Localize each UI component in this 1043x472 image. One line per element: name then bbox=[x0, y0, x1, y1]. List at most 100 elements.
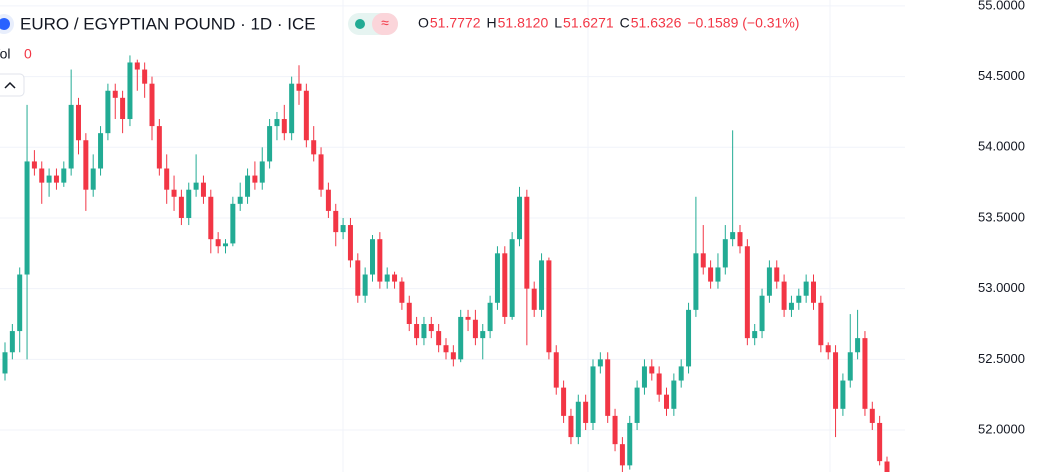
candle-body bbox=[766, 267, 772, 296]
candle-body bbox=[83, 140, 89, 190]
candle-body bbox=[634, 387, 640, 423]
candle-body bbox=[774, 267, 780, 282]
candle-body bbox=[458, 316, 464, 360]
candle-body bbox=[178, 196, 184, 218]
candle-body bbox=[333, 210, 339, 233]
candle-body bbox=[215, 239, 221, 247]
symbol-title: EURO / EGYPTIAN POUND · 1D · ICE bbox=[20, 14, 316, 33]
candle-body bbox=[877, 422, 883, 462]
candle-body bbox=[274, 119, 280, 127]
candle-body bbox=[443, 345, 449, 353]
candle-body bbox=[825, 345, 831, 353]
change-value: −0.1589 (−0.31%) bbox=[687, 15, 799, 31]
candle-body bbox=[575, 401, 581, 438]
candle-body bbox=[686, 309, 692, 367]
delay-icon: ≈ bbox=[381, 15, 389, 31]
candle-body bbox=[428, 323, 434, 332]
symbol-logo-inner bbox=[0, 18, 10, 30]
candle-body bbox=[561, 387, 567, 416]
candle-body bbox=[127, 62, 133, 120]
candle-body bbox=[318, 154, 324, 190]
candle-body bbox=[664, 394, 669, 409]
candle-body bbox=[303, 90, 309, 141]
candle-body bbox=[399, 281, 405, 303]
candle-body bbox=[487, 302, 493, 332]
candle-body bbox=[502, 253, 508, 317]
candle-body bbox=[480, 331, 486, 339]
candle-body bbox=[406, 302, 412, 324]
candle-body bbox=[524, 196, 530, 289]
delay-badge[interactable] bbox=[372, 13, 398, 35]
y-tick-label: 54.5000 bbox=[978, 68, 1025, 83]
candle-body bbox=[450, 352, 456, 360]
candle-body bbox=[340, 225, 346, 233]
candle-body bbox=[517, 196, 522, 240]
candle-body bbox=[76, 104, 81, 141]
candle-body bbox=[693, 253, 699, 310]
candle-body bbox=[737, 232, 743, 247]
candle-body bbox=[392, 274, 398, 282]
candle-body bbox=[46, 175, 52, 183]
ohlc-label: H bbox=[487, 15, 497, 31]
candle-body bbox=[149, 83, 155, 127]
candle-body bbox=[796, 295, 802, 303]
candle-body bbox=[252, 175, 258, 183]
candle-body bbox=[105, 90, 111, 134]
candle-body bbox=[472, 319, 478, 339]
candle-body bbox=[869, 408, 875, 423]
candle-body bbox=[68, 104, 74, 169]
y-tick-label: 52.0000 bbox=[978, 421, 1025, 436]
candle-body bbox=[24, 161, 30, 275]
candle-body bbox=[230, 203, 236, 244]
candle-body bbox=[656, 373, 662, 395]
candle-body bbox=[671, 380, 677, 409]
candle-body bbox=[237, 196, 243, 204]
candle-body bbox=[744, 246, 750, 339]
candle-body bbox=[590, 366, 596, 423]
candle-body bbox=[245, 175, 251, 197]
candle-body bbox=[539, 260, 545, 310]
candle-body bbox=[840, 380, 846, 409]
candle-body bbox=[156, 126, 162, 169]
ohlc-label: O bbox=[418, 15, 429, 31]
candle-body bbox=[847, 352, 853, 381]
candle-body bbox=[186, 189, 192, 218]
grid bbox=[0, 0, 905, 472]
candle-body bbox=[708, 267, 714, 282]
ohlc-value: 51.6271 bbox=[563, 15, 614, 31]
candle-body bbox=[164, 168, 170, 190]
candle-body bbox=[583, 401, 589, 423]
candle-body bbox=[649, 366, 655, 374]
candle-body bbox=[98, 133, 104, 169]
ohlc-label: L bbox=[554, 15, 562, 31]
y-tick-label: 52.5000 bbox=[978, 351, 1025, 366]
candle-body bbox=[855, 338, 861, 353]
candle-body bbox=[325, 189, 331, 211]
legend-header: EURO / EGYPTIAN POUND · 1D · ICE ≈ O 51.7… bbox=[0, 13, 799, 97]
candle-body bbox=[641, 366, 647, 388]
candle-body bbox=[193, 182, 199, 190]
candle-body bbox=[781, 281, 787, 310]
candle-body bbox=[39, 168, 45, 183]
y-tick-label: 53.0000 bbox=[978, 280, 1025, 295]
candle-body bbox=[223, 243, 228, 247]
candle-body bbox=[296, 83, 302, 91]
candle-body bbox=[700, 253, 706, 268]
candle-body bbox=[134, 62, 140, 70]
candle-body bbox=[833, 352, 839, 409]
y-tick-label: 55.0000 bbox=[978, 0, 1025, 12]
candle-body bbox=[200, 182, 206, 197]
candle-body bbox=[788, 302, 794, 310]
candle-body bbox=[494, 253, 500, 303]
candle-body bbox=[414, 323, 420, 339]
collapse-icon bbox=[4, 81, 16, 89]
candle-body bbox=[619, 444, 625, 466]
candle-body bbox=[612, 415, 618, 445]
candle-body bbox=[722, 239, 728, 268]
candle-body bbox=[384, 274, 390, 282]
candle-body bbox=[90, 168, 96, 190]
candle-body bbox=[803, 281, 809, 296]
candle-body bbox=[208, 196, 214, 240]
